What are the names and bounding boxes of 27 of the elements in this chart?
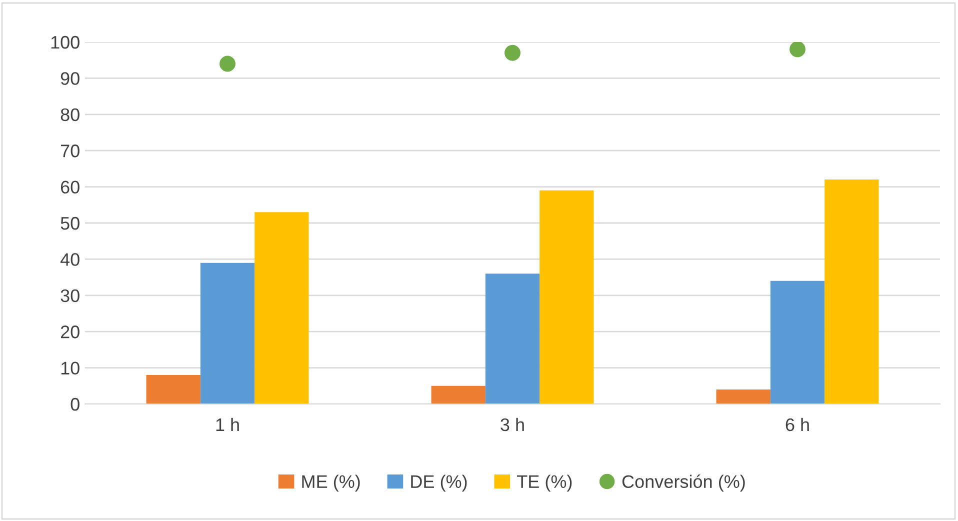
y-tick-label: 90 — [60, 72, 80, 85]
y-tick-label: 80 — [60, 108, 80, 122]
y-tick-label: 100 — [51, 36, 80, 49]
legend-label: TE (%) — [517, 474, 572, 492]
bar — [431, 386, 486, 404]
bar — [485, 274, 540, 404]
bar — [770, 280, 825, 404]
bar — [200, 262, 255, 404]
y-tick-label: 10 — [61, 362, 80, 375]
bar — [146, 375, 200, 404]
bar — [716, 390, 770, 404]
y-tick-label: 20 — [60, 326, 80, 338]
y-tick-label: 50 — [60, 216, 80, 230]
legend-label: Conversión (%) — [622, 474, 745, 492]
x-tick-label: 6 h — [786, 418, 809, 432]
y-tick-label: 70 — [60, 144, 80, 158]
y-tick-label: 40 — [60, 253, 80, 266]
legend-label: DE (%) — [411, 474, 467, 492]
bar — [254, 212, 309, 404]
x-tick-label: 1 h — [216, 418, 239, 431]
x-tick-label: 3 h — [500, 418, 524, 432]
bar — [540, 190, 594, 404]
bar — [824, 180, 879, 404]
legend-label: ME (%) — [302, 474, 360, 492]
y-tick-label: 0 — [70, 398, 80, 411]
y-tick-label: 60 — [60, 180, 80, 194]
y-tick-label: 30 — [60, 289, 80, 302]
